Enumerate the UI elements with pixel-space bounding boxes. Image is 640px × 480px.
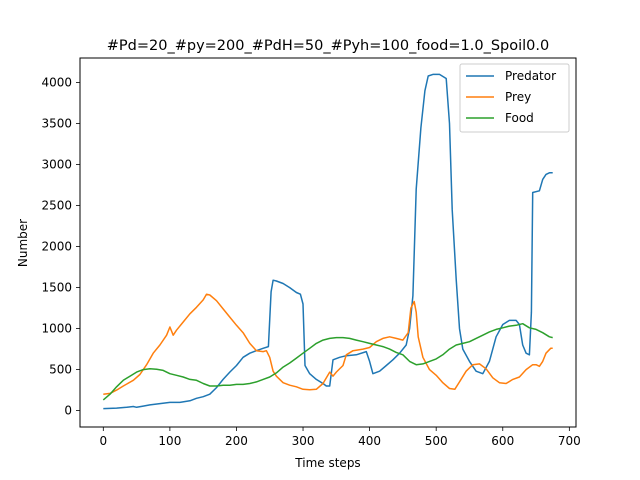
series-line-prey xyxy=(103,293,553,395)
chart-title: #Pd=20_#py=200_#PdH=50_#Pyh=100_food=1.0… xyxy=(107,38,549,54)
y-tick-label: 1000 xyxy=(41,322,72,336)
legend-box xyxy=(459,63,570,133)
x-axis-label: Time steps xyxy=(294,456,360,470)
y-tick-label: 1500 xyxy=(41,281,72,295)
y-tick-label: 2000 xyxy=(41,240,72,254)
series-line-predator xyxy=(103,73,553,410)
legend-items: Predator Prey Food xyxy=(466,69,556,125)
x-tick-label: 500 xyxy=(425,434,448,448)
x-tick-label: 700 xyxy=(558,434,581,448)
x-tick-label: 100 xyxy=(158,434,181,448)
x-tick-label: 0 xyxy=(99,434,107,448)
legend: Predator Prey Food xyxy=(459,63,570,133)
y-axis-ticks: 0 500 1000 1500 2000 2500 3000 3500 4000 xyxy=(41,76,80,418)
series-line-food xyxy=(102,322,553,401)
plot-frame xyxy=(79,57,577,428)
legend-label-prey: Prey xyxy=(505,90,531,104)
y-tick-label: 2500 xyxy=(41,199,72,213)
x-tick-label: 600 xyxy=(491,434,514,448)
y-tick-label: 4000 xyxy=(41,76,72,90)
y-tick-label: 500 xyxy=(49,363,72,377)
y-tick-label: 3000 xyxy=(41,158,72,172)
legend-label-predator: Predator xyxy=(505,69,556,83)
plot-lines xyxy=(102,73,553,410)
x-tick-label: 400 xyxy=(358,434,381,448)
x-tick-label: 300 xyxy=(292,434,315,448)
y-tick-label: 0 xyxy=(64,404,72,418)
y-axis-label: Number xyxy=(16,219,30,267)
x-axis-ticks: 0 100 200 300 400 500 600 700 xyxy=(99,427,581,448)
legend-label-food: Food xyxy=(505,111,534,125)
y-tick-label: 3500 xyxy=(41,117,72,131)
x-tick-label: 200 xyxy=(225,434,248,448)
